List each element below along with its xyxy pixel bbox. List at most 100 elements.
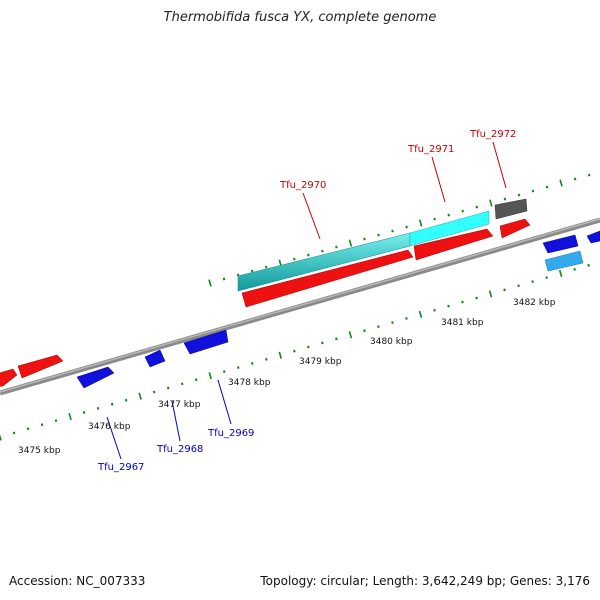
minor-tick [377,233,380,237]
minor-tick [307,253,310,257]
gene-label-tfu-2968[interactable]: Tfu_2968 [156,444,203,455]
minor-tick [377,325,380,329]
minor-tick [265,357,268,361]
scale-labels: 3475 kbp 3476 kbp 3477 kbp 3478 kbp 3479… [18,298,556,456]
minor-tick [391,321,394,324]
minor-tick [573,177,577,181]
major-tick [418,310,423,318]
scale-label-3481: 3481 kbp [441,318,484,328]
minor-tick [222,370,226,373]
minor-tick [447,304,450,308]
reverse-gene-tfu-2968[interactable] [144,349,166,368]
major-tick [0,434,2,441]
minor-tick [531,280,534,284]
major-tick [278,351,283,359]
minor-tick [293,349,296,353]
forward-gene-tfu-2971[interactable] [413,228,494,261]
minor-tick [250,269,254,273]
leader-tfu-2970 [302,192,321,240]
minor-tick [503,288,506,292]
cyan-gene-tfu-2971[interactable] [409,210,490,247]
minor-tick [447,213,450,217]
leader-tfu-2968 [171,400,181,442]
leader-tfu-2969 [217,379,232,425]
major-tick [208,372,212,380]
minor-tick [251,362,254,365]
reverse-gene-tfu-2967[interactable] [76,366,115,389]
minor-tick [12,431,16,435]
major-tick [559,179,563,187]
forward-genes [0,218,531,387]
minor-tick [152,390,156,394]
minor-tick [26,427,30,431]
minor-tick [391,229,394,233]
minor-tick [363,329,366,333]
minor-tick [124,398,128,402]
minor-tick [461,209,465,213]
minor-tick [405,225,408,229]
minor-tick [82,411,86,414]
major-tick [138,392,142,400]
light-blue-gene[interactable] [544,250,584,272]
minor-tick [166,386,170,390]
forward-gene[interactable] [0,368,18,387]
gray-gene-tfu-2972[interactable] [494,198,528,220]
minor-tick [433,308,436,312]
genome-backbone [0,217,600,396]
minor-tick [545,276,548,279]
forward-gene-tfu-2970[interactable] [241,249,414,308]
minor-tick [433,217,436,221]
upper-tick-track [208,173,591,287]
minor-tick [573,267,576,271]
minor-tick [264,265,268,269]
scale-label-3478: 3478 kbp [228,378,271,388]
accession-text: Accession: NC_007333 [9,574,146,588]
leader-tfu-2967 [106,416,122,460]
minor-tick [40,423,44,427]
major-tick [348,331,353,339]
minor-tick [307,345,310,349]
minor-tick [236,366,240,369]
minor-tick [517,193,521,197]
major-tick [348,239,353,247]
gene-label-tfu-2972[interactable]: Tfu_2972 [469,129,516,140]
gene-label-tfu-2967[interactable]: Tfu_2967 [97,462,144,473]
upper-genes [237,198,528,292]
scale-label-3480: 3480 kbp [370,337,413,347]
major-tick [68,412,72,421]
map-title: Thermobifida fusca YX, complete genome [163,10,437,25]
scale-tick-track [0,263,590,441]
minor-tick [363,237,366,241]
minor-tick [110,402,114,406]
minor-tick [321,249,324,253]
major-tick [489,199,493,207]
scale-label-3475: 3475 kbp [18,446,61,456]
minor-tick [531,189,535,193]
forward-gene-small[interactable] [499,218,531,239]
gene-label-tfu-2970[interactable]: Tfu_2970 [279,180,326,191]
minor-tick [292,257,296,261]
label-leaders [106,141,507,460]
minor-tick [180,382,184,386]
minor-tick [587,173,591,177]
reverse-gene[interactable] [586,230,600,244]
major-tick [488,290,493,298]
minor-tick [335,245,338,249]
reverse-genes [76,230,600,389]
major-tick [558,269,563,278]
gene-label-tfu-2971[interactable]: Tfu_2971 [407,144,454,155]
minor-tick [475,205,479,209]
minor-tick [545,185,549,189]
minor-tick [405,317,408,320]
major-tick [418,219,423,227]
minor-tick [503,197,507,201]
leader-tfu-2972 [492,141,507,189]
forward-gene[interactable] [17,354,64,379]
minor-tick [96,406,100,410]
gene-label-tfu-2969[interactable]: Tfu_2969 [207,428,254,439]
minor-tick [587,263,590,267]
minor-tick [475,296,478,300]
reverse-gene[interactable] [542,234,579,254]
reverse-gene-tfu-2969[interactable] [183,329,229,355]
